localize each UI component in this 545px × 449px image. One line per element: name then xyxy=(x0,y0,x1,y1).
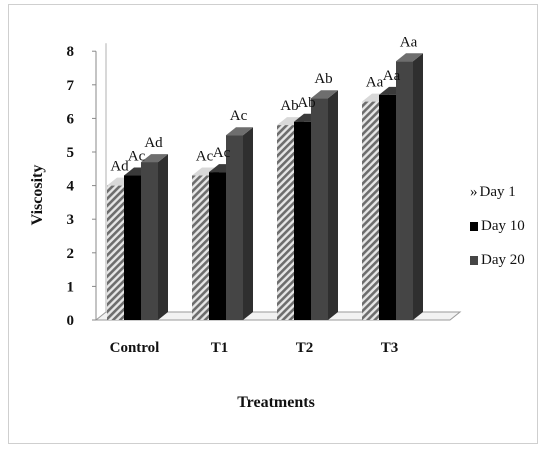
y-tick-label: 3 xyxy=(67,212,75,228)
y-tick-label: 4 xyxy=(67,179,75,195)
data-label: Ab xyxy=(314,71,332,87)
y-tick-label: 5 xyxy=(67,145,75,161)
legend-item-day20: Day 20 xyxy=(470,252,525,269)
y-tick-label: 8 xyxy=(67,44,75,60)
data-label: Ad xyxy=(144,135,163,151)
bar-day1-top xyxy=(277,117,304,126)
x-tick-label: Control xyxy=(110,340,160,356)
bar-day1-t2 xyxy=(277,125,294,321)
data-label: Ac xyxy=(196,149,214,165)
y-tick-label: 7 xyxy=(67,78,75,94)
legend-label-day10: Day 10 xyxy=(481,218,525,234)
x-axis-label: Treatments xyxy=(237,394,315,411)
bar-day20-side xyxy=(328,90,338,321)
bar-day1-t1 xyxy=(192,175,209,320)
data-label: Ab xyxy=(297,95,315,111)
data-label: Ac xyxy=(128,149,146,165)
x-tick-label: T1 xyxy=(211,340,229,356)
bar-day10-t1 xyxy=(209,172,226,320)
bar-day10-t2 xyxy=(294,121,311,320)
bar-day1-t3 xyxy=(362,101,379,320)
bar-day20-side xyxy=(158,154,168,320)
y-tick-label: 0 xyxy=(67,313,75,329)
bar-day20-top xyxy=(396,53,423,62)
bar-day10-t3 xyxy=(379,94,396,320)
bar-day1-control xyxy=(107,185,124,320)
day20-swatch-icon xyxy=(470,256,478,265)
bar-day20-side xyxy=(243,127,253,320)
x-tick-label: T2 xyxy=(296,340,314,356)
y-tick-label: 2 xyxy=(67,246,75,262)
y-tick-label: 6 xyxy=(67,111,75,127)
chart-frame xyxy=(8,4,538,444)
data-label: Ad xyxy=(110,159,129,175)
data-label: Ab xyxy=(280,98,298,114)
bar-day20-side xyxy=(413,53,423,320)
bar-day20-top xyxy=(226,127,253,136)
legend-item-day1: » Day 1 xyxy=(470,184,516,201)
data-label: Ac xyxy=(213,145,231,161)
data-label: Aa xyxy=(400,34,418,50)
bar-day1-top xyxy=(192,167,219,176)
data-label: Aa xyxy=(383,68,401,84)
y-axis-label: Viscosity xyxy=(29,165,46,226)
data-label: Aa xyxy=(366,75,384,91)
bar-day20-t1 xyxy=(226,135,243,320)
legend-item-day10: Day 10 xyxy=(470,218,525,235)
y-tick-label: 1 xyxy=(67,279,75,295)
bar-day20-top xyxy=(141,154,168,163)
bar-day10-control xyxy=(124,175,141,320)
bar-day20-t2 xyxy=(311,98,328,321)
bar-day20-top xyxy=(311,90,338,99)
day1-marker-icon: » xyxy=(470,184,478,200)
day10-swatch-icon xyxy=(470,222,478,231)
legend-label-day1: Day 1 xyxy=(479,184,516,200)
bar-day20-control xyxy=(141,162,158,320)
data-label: Ac xyxy=(230,108,248,124)
x-tick-label: T3 xyxy=(381,340,399,356)
bar-day20-t3 xyxy=(396,61,413,320)
legend-label-day20: Day 20 xyxy=(481,252,525,268)
